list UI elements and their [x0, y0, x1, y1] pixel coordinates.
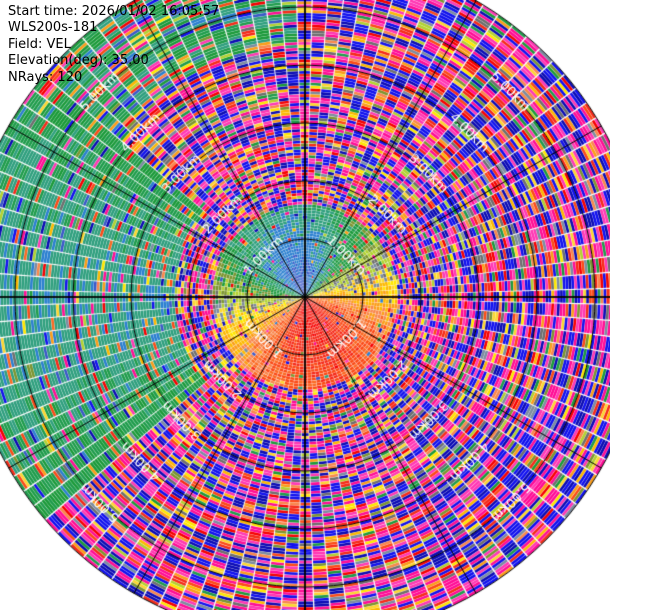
- ppi-canvas[interactable]: [0, 0, 610, 610]
- header-info-block: Start time: 2026/01/02 16:05:57 WLS200s-…: [8, 4, 219, 86]
- field-label: Field: VEL: [8, 36, 71, 52]
- instrument-label: WLS200s-181: [8, 20, 98, 36]
- elevation-label: Elevation(deg): 35.00: [8, 53, 149, 69]
- ppi-plot-area[interactable]: [0, 0, 610, 610]
- start-time-label: Start time: 2026/01/02 16:05:57: [8, 4, 220, 19]
- colorbar-panel: m/s 26.021.017.013.010.08.06.04.02.01.00…: [610, 0, 650, 610]
- nrays-label: NRays: 120: [8, 69, 83, 85]
